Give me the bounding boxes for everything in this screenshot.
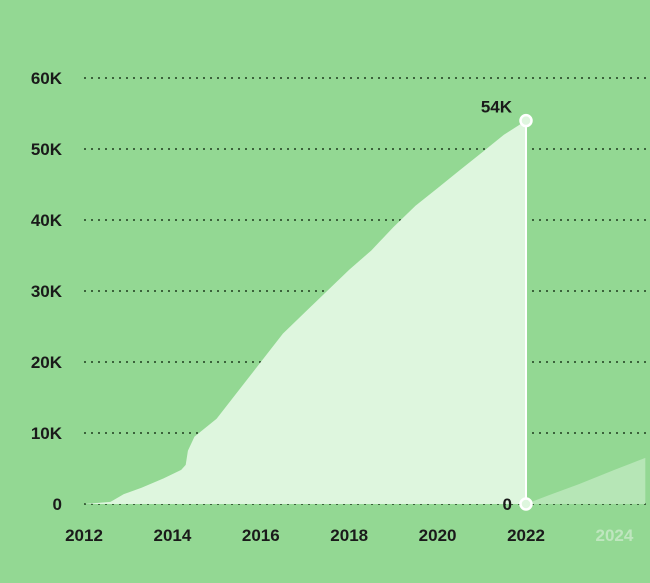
y-tick-label: 30K <box>31 282 63 301</box>
y-tick-label: 20K <box>31 353 63 372</box>
y-tick-label: 40K <box>31 211 63 230</box>
x-tick-label: 2024 <box>595 526 633 545</box>
annotation-label: 54K <box>481 98 513 117</box>
x-axis-ticks: 2012 2014 2016 2018 2020 2022 2024 <box>65 526 634 545</box>
y-tick-label: 0 <box>53 495 62 514</box>
y-tick-label: 50K <box>31 140 63 159</box>
annotation-label: 0 <box>503 495 512 514</box>
x-tick-label: 2018 <box>330 526 368 545</box>
area-series <box>84 120 646 504</box>
x-tick-label: 2012 <box>65 526 103 545</box>
y-axis-ticks: 0 10K 20K 30K 40K 50K 60K <box>31 69 63 514</box>
annotation-point <box>519 113 533 128</box>
x-tick-label: 2014 <box>153 526 191 545</box>
projection-area <box>526 457 646 504</box>
y-tick-label: 10K <box>31 424 63 443</box>
annotations: 54K 0 <box>481 98 533 514</box>
x-tick-label: 2020 <box>419 526 457 545</box>
series-area <box>84 120 526 504</box>
x-tick-label: 2016 <box>242 526 280 545</box>
annotation-point <box>519 497 533 511</box>
x-tick-label: 2022 <box>507 526 545 545</box>
y-tick-label: 60K <box>31 69 63 88</box>
